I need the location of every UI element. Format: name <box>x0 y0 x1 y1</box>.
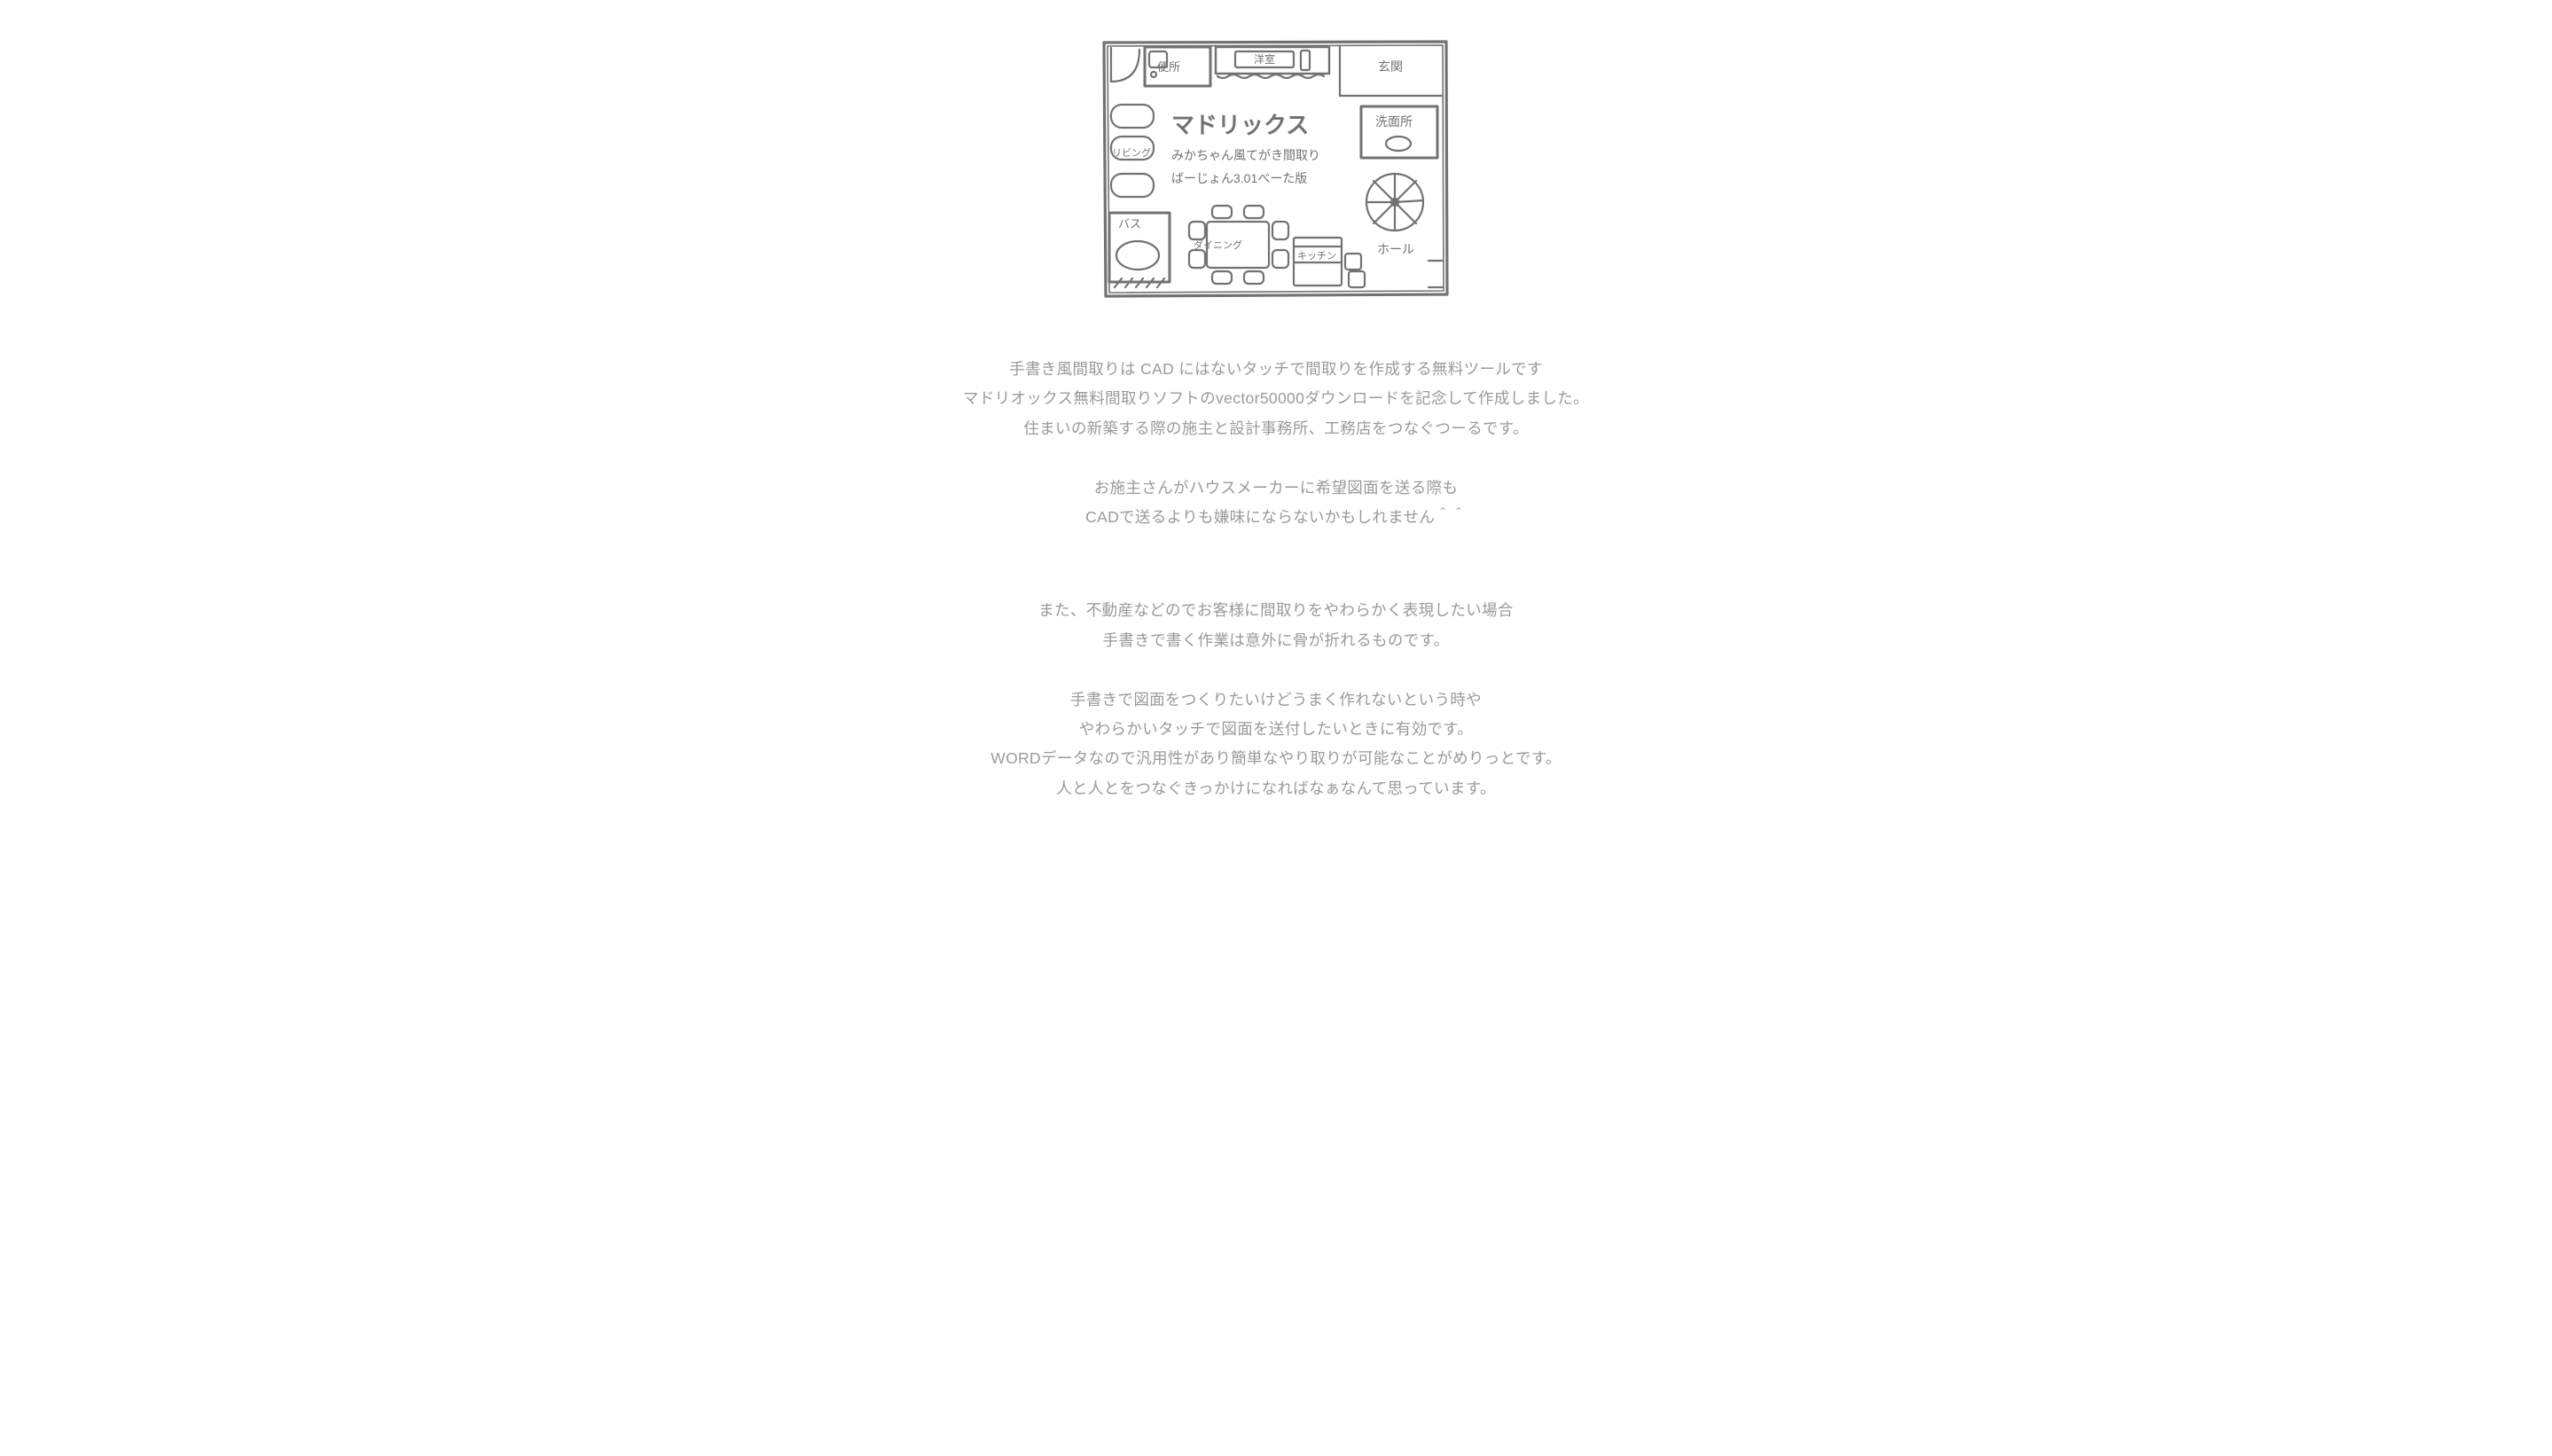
block4-line-4: 人と人とをつなぐきっかけになればなぁなんて思っています。 <box>990 774 1562 803</box>
block3-line-2: 手書きで書く作業は意外に骨が折れるものです。 <box>1038 626 1514 655</box>
block4-line-3: WORDデータなので汎用性があり簡単なやり取りが可能なことがめりっとです。 <box>990 744 1562 773</box>
room-label-toilet: 便所 <box>1157 60 1180 74</box>
intro-line-2: マドリオックス無料間取りソフトのvector50000ダウンロードを記念して作成… <box>963 384 1589 413</box>
room-label-dining: ダイニング <box>1194 239 1242 251</box>
illustration-title: マドリックス <box>1171 112 1309 138</box>
illustration-subtitle-2: ばーじょん3.01べーた版 <box>1171 171 1307 185</box>
room-label-western: 洋室 <box>1254 52 1275 66</box>
block4-line-2: やわらかいタッチで図面を送付したいときに有効です。 <box>990 715 1562 744</box>
room-label-entrance: 玄関 <box>1378 59 1403 74</box>
page-container: 便所 洋室 玄関 洗面所 リビング マドリックス みかちゃん風てがき間取り <box>708 0 1844 874</box>
room-label-wash: 洗面所 <box>1375 114 1413 129</box>
illustration-subtitle-1: みかちゃん風てがき間取り <box>1171 148 1320 162</box>
block4-line-1: 手書きで図面をつくりたいけどうまく作れないという時や <box>990 685 1562 715</box>
intro-line-3: 住まいの新築する際の施主と設計事務所、工務店をつなぐつーるです。 <box>963 414 1589 443</box>
block3-line-1: また、不動産などのでお客様に間取りをやわらかく表現したい場合 <box>1038 596 1514 625</box>
block2-line-1: お施主さんがハウスメーカーに希望図面を送る際も <box>1085 474 1467 503</box>
floorplan-illustration: 便所 洋室 玄関 洗面所 リビング マドリックス みかちゃん風てがき間取り <box>1099 35 1453 301</box>
room-label-kitchen: キッチン <box>1297 250 1336 262</box>
block2-paragraph: お施主さんがハウスメーカーに希望図面を送る際も CADで送るよりも嫌味にならない… <box>1085 474 1467 533</box>
block4-paragraph: 手書きで図面をつくりたいけどうまく作れないという時や やわらかいタッチで図面を送… <box>990 685 1562 803</box>
block2-line-2: CADで送るよりも嫌味にならないかもしれません＾＾ <box>1085 503 1467 532</box>
room-label-living: リビング <box>1112 146 1151 159</box>
block3-paragraph: また、不動産などのでお客様に間取りをやわらかく表現したい場合 手書きで書く作業は… <box>1038 596 1514 655</box>
room-label-bath: バス <box>1118 217 1141 231</box>
intro-line-1: 手書き風間取りは CAD にはないタッチで間取りを作成する無料ツールです <box>963 355 1589 384</box>
room-label-hall: ホール <box>1377 242 1414 256</box>
intro-paragraph: 手書き風間取りは CAD にはないタッチで間取りを作成する無料ツールです マドリ… <box>963 355 1589 443</box>
